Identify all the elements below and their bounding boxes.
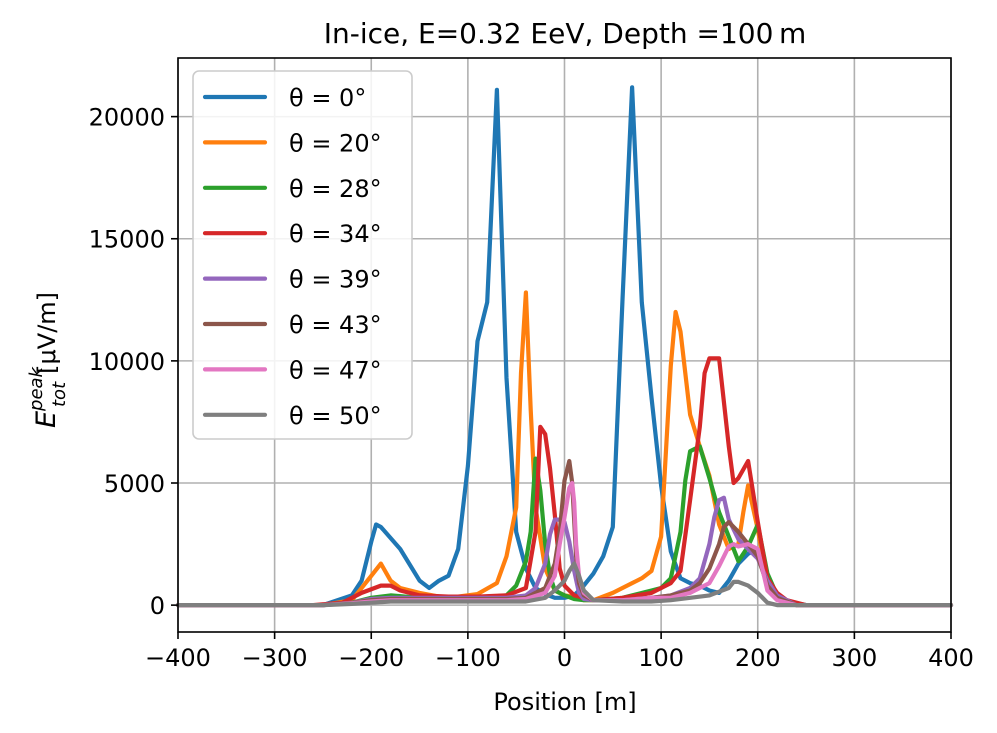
y-tick-label: 10000 <box>89 348 165 376</box>
series-layer <box>175 85 954 608</box>
y-tick-label: 0 <box>150 592 165 620</box>
x-tick-label: −300 <box>242 644 308 672</box>
y-tick-label: 15000 <box>89 226 165 254</box>
x-tick-label: 200 <box>735 644 781 672</box>
y-tick-label: 20000 <box>89 104 165 132</box>
legend-label-2: θ = 28° <box>289 175 382 203</box>
x-axis-label: Position [m] <box>493 688 636 716</box>
x-tick-label: −400 <box>145 644 211 672</box>
legend: θ = 0° θ = 20° θ = 28° θ = 34° θ = 39° θ = 43… <box>192 70 413 440</box>
legend-label-0: θ = 0° <box>289 84 366 112</box>
y-axis-label-main: E <box>31 411 62 428</box>
chart-title: In-ice, E=0.32 EeV, Depth =100 m <box>324 17 807 50</box>
legend-label-6: θ = 47° <box>289 356 382 384</box>
ticks: −400 −300 −200 −100 0 100 200 300 400 0 5000 10000 1… <box>89 104 974 672</box>
x-tick-label: −100 <box>435 644 501 672</box>
legend-label-4: θ = 39° <box>289 266 382 294</box>
legend-frame <box>192 70 413 440</box>
y-axis-label-unit: [μV/m] <box>33 292 61 374</box>
x-tick-label: 0 <box>557 644 572 672</box>
legend-label-5: θ = 43° <box>289 311 382 339</box>
x-tick-label: 400 <box>928 644 974 672</box>
legend-label-7: θ = 50° <box>289 402 382 430</box>
legend-label-1: θ = 20° <box>289 129 382 157</box>
y-axis-label-sub: tot <box>49 381 70 407</box>
x-tick-label: −200 <box>338 644 404 672</box>
y-tick-label: 5000 <box>104 470 165 498</box>
x-tick-label: 300 <box>831 644 877 672</box>
legend-label-3: θ = 34° <box>289 220 382 248</box>
series-line-7 <box>175 561 954 608</box>
y-axis-label-sup: peak <box>26 365 47 412</box>
y-axis-label: Epeak tot [μV/m] <box>26 292 70 428</box>
x-tick-label: 100 <box>638 644 684 672</box>
